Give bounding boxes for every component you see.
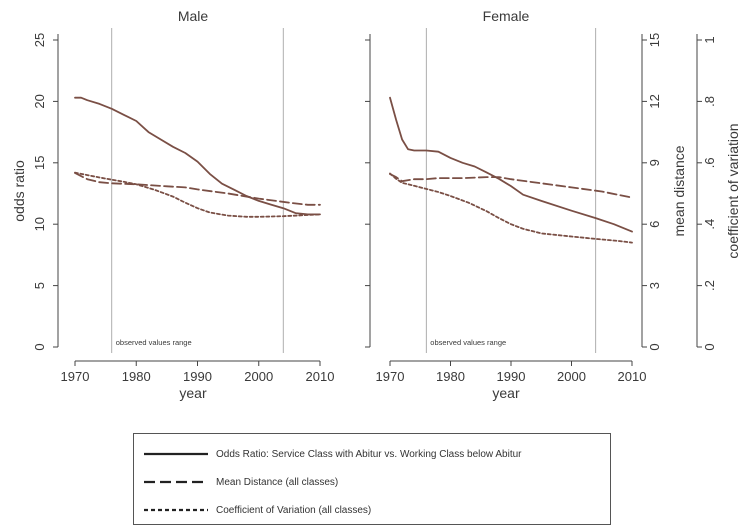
series-coefficient-of-variation-male: [74, 171, 321, 218]
y-axis-label-mean-distance: mean distance: [671, 145, 687, 236]
legend-label: Odds Ratio: Service Class with Abitur vs…: [216, 448, 522, 460]
right-tick-label-mean-distance: 12: [647, 94, 662, 108]
series-mean-distance-female: [389, 173, 633, 199]
legend-item-coefficient-of-variation: Coefficient of Variation (all classes): [144, 501, 371, 519]
legend-label: Mean Distance (all classes): [216, 476, 339, 488]
right-tick-label-coefficient-of-variation: 0: [702, 343, 717, 350]
series-coefficient-of-variation-female: [389, 172, 633, 244]
right-tick-label-mean-distance: 9: [647, 159, 662, 166]
legend-swatch-solid: [144, 452, 208, 456]
y-tick-label: 10: [32, 217, 47, 231]
y-tick-label: 5: [32, 282, 47, 289]
y-axis-label-odds-ratio: odds ratio: [11, 160, 27, 222]
legend-item-odds-ratio: Odds Ratio: Service Class with Abitur vs…: [144, 445, 522, 463]
x-tick-label: 1990: [183, 369, 212, 384]
right-tick-label-mean-distance: 3: [647, 282, 662, 289]
right-tick-label-coefficient-of-variation: .4: [702, 219, 717, 230]
x-tick-label: 2000: [244, 369, 273, 384]
legend-swatch-long-dash: [144, 480, 208, 484]
y-tick-label: 20: [32, 94, 47, 108]
x-axis-label-female: year: [492, 385, 520, 401]
x-tick-label: 1990: [497, 369, 526, 384]
x-tick-label: 1980: [436, 369, 465, 384]
x-tick-label: 1970: [376, 369, 405, 384]
right-tick-label-coefficient-of-variation: .2: [702, 280, 717, 291]
x-tick-label: 2010: [306, 369, 335, 384]
right-tick-label-coefficient-of-variation: 1: [702, 36, 717, 43]
right-tick-label-coefficient-of-variation: .8: [702, 96, 717, 107]
right-tick-label-mean-distance: 15: [647, 33, 662, 47]
legend-label: Coefficient of Variation (all classes): [216, 504, 372, 516]
legend-item-mean-distance: Mean Distance (all classes): [144, 473, 338, 491]
x-axis-label-male: year: [179, 385, 207, 401]
panel-title-female: Female: [483, 8, 530, 24]
legend-swatch-short-dash: [144, 508, 208, 512]
right-tick-label-mean-distance: 6: [647, 221, 662, 228]
x-tick-label: 2010: [618, 369, 647, 384]
x-tick-label: 1970: [61, 369, 90, 384]
series-mean-distance-male: [74, 172, 321, 206]
observed-range-label: observed values range: [116, 338, 192, 347]
y-axis-label-coefficient-of-variation: coefficient of variation: [725, 123, 741, 258]
x-tick-label: 1980: [122, 369, 151, 384]
y-tick-label: 15: [32, 156, 47, 170]
x-tick-label: 2000: [557, 369, 586, 384]
y-tick-label: 0: [32, 343, 47, 350]
legend: Odds Ratio: Service Class with Abitur vs…: [133, 433, 611, 525]
panel-title-male: Male: [178, 8, 209, 24]
series-odds-ratio-male: [74, 96, 321, 216]
series-odds-ratio-female: [389, 96, 633, 233]
right-tick-label-coefficient-of-variation: .6: [702, 157, 717, 168]
right-tick-label-mean-distance: 0: [647, 343, 662, 350]
y-tick-label: 25: [32, 33, 47, 47]
observed-range-label: observed values range: [430, 338, 506, 347]
